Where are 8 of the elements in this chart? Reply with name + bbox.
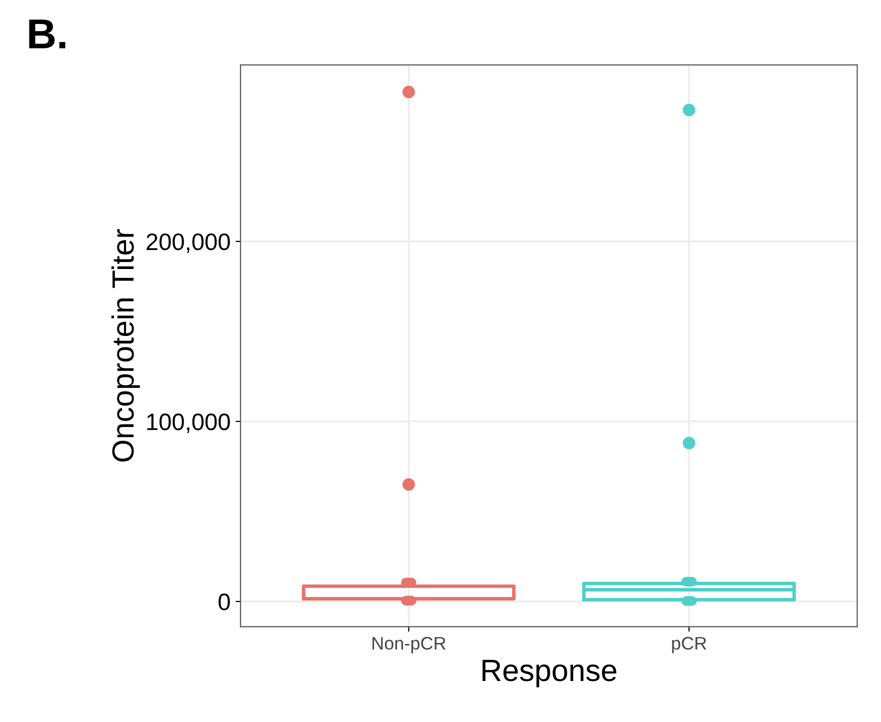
x-tick-label: pCR — [672, 636, 706, 654]
y-tick-label: 200,000 — [146, 233, 230, 253]
chart-title: B. — [29, 20, 66, 48]
y-tick-label: 100,000 — [147, 414, 230, 434]
x-axis-title: Response — [482, 660, 616, 688]
y-axis-title: Oncoprotein Titer — [111, 229, 140, 462]
x-tick-label: Non-pCR — [372, 636, 446, 654]
y-tick-label: 0 — [218, 594, 230, 610]
